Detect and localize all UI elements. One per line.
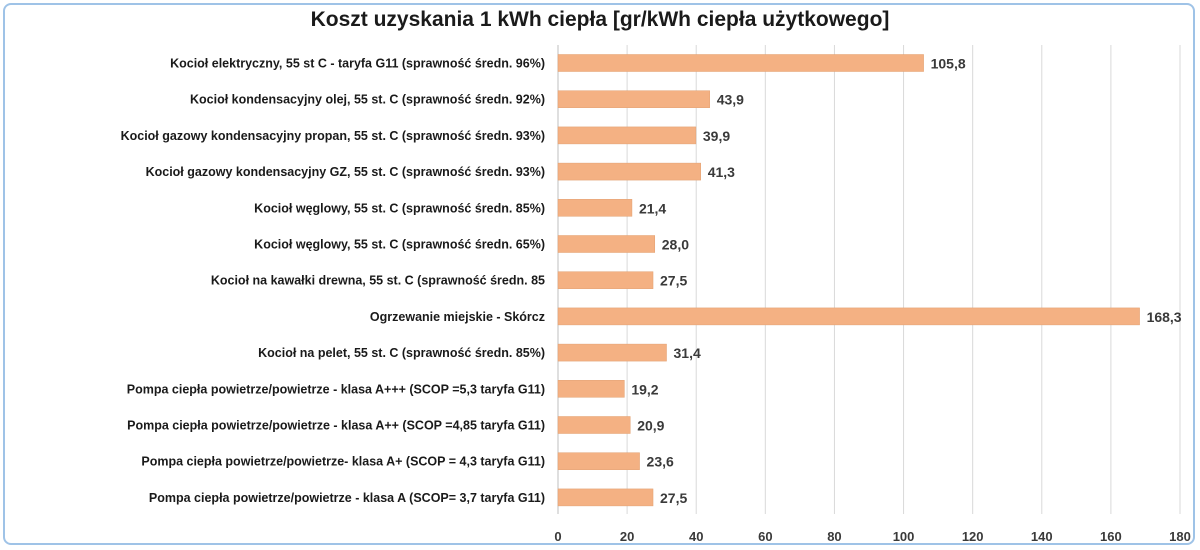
category-label: Pompa ciepła powietrze/powietrze - klasa… [127,382,545,396]
category-label: Pompa ciepła powietrze/powietrze- klasa … [141,455,545,469]
bar [557,380,625,398]
bar [557,307,1140,326]
category-label: Kocioł gazowy kondensacyjny propan, 55 s… [121,129,545,143]
data-label: 31,4 [674,345,701,361]
x-tick-label: 160 [1100,529,1122,544]
data-label: 19,2 [631,381,658,397]
bars-layer [557,54,1140,507]
category-label: Ogrzewanie miejskie - Skórcz [370,310,545,324]
labels-layer: Kocioł elektryczny, 55 st C - taryfa G11… [121,56,1182,506]
category-label: Pompa ciepła powietrze/powietrze - klasa… [149,491,545,505]
data-label: 21,4 [639,200,666,216]
category-label: Kocioł na pelet, 55 st. C (sprawność śre… [258,346,545,360]
category-label: Kocioł elektryczny, 55 st C - taryfa G11… [170,57,545,71]
x-tick-label: 100 [893,529,915,544]
data-label: 28,0 [662,237,689,253]
data-label: 105,8 [931,56,966,72]
bar [557,452,640,470]
ticks-layer: 0 20 40 60 80 100 120 140 160 180 [554,529,1190,544]
data-label: 41,3 [708,164,735,180]
grid-layer [557,45,1181,514]
bar [557,416,631,434]
bar [557,343,667,362]
data-label: 20,9 [637,418,664,434]
bar [557,162,701,181]
x-tick-label: 20 [620,529,634,544]
bar [557,199,633,217]
bar [557,90,710,108]
data-label: 23,6 [647,454,674,470]
x-tick-label: 140 [1031,529,1053,544]
category-label: Kocioł kondensacyjny olej, 55 st. C (spr… [190,93,545,107]
bar [557,126,697,145]
bar [557,271,654,289]
data-label: 27,5 [660,273,687,289]
category-label: Kocioł gazowy kondensacyjny GZ, 55 st. C… [146,165,545,179]
data-label: 168,3 [1147,309,1182,325]
data-label: 39,9 [703,128,730,144]
bar [557,488,654,507]
x-tick-label: 0 [554,529,561,544]
category-label: Pompa ciepła powietrze/powietrze - klasa… [127,419,545,433]
category-label: Kocioł na kawałki drewna, 55 st. C (spra… [211,274,545,288]
x-tick-label: 80 [827,529,841,544]
data-label: 27,5 [660,490,687,506]
x-tick-label: 180 [1169,529,1191,544]
data-label: 43,9 [717,92,744,108]
bar [557,235,656,253]
bar [557,54,924,72]
category-label: Kocioł węglowy, 55 st. C (sprawność śred… [254,201,545,215]
category-label: Kocioł węglowy, 55 st. C (sprawność śred… [254,238,545,252]
chart-title: Koszt uzyskania 1 kWh ciepła [gr/kWh cie… [310,8,890,31]
x-tick-label: 40 [689,529,703,544]
x-tick-label: 120 [962,529,984,544]
x-tick-label: 60 [758,529,772,544]
